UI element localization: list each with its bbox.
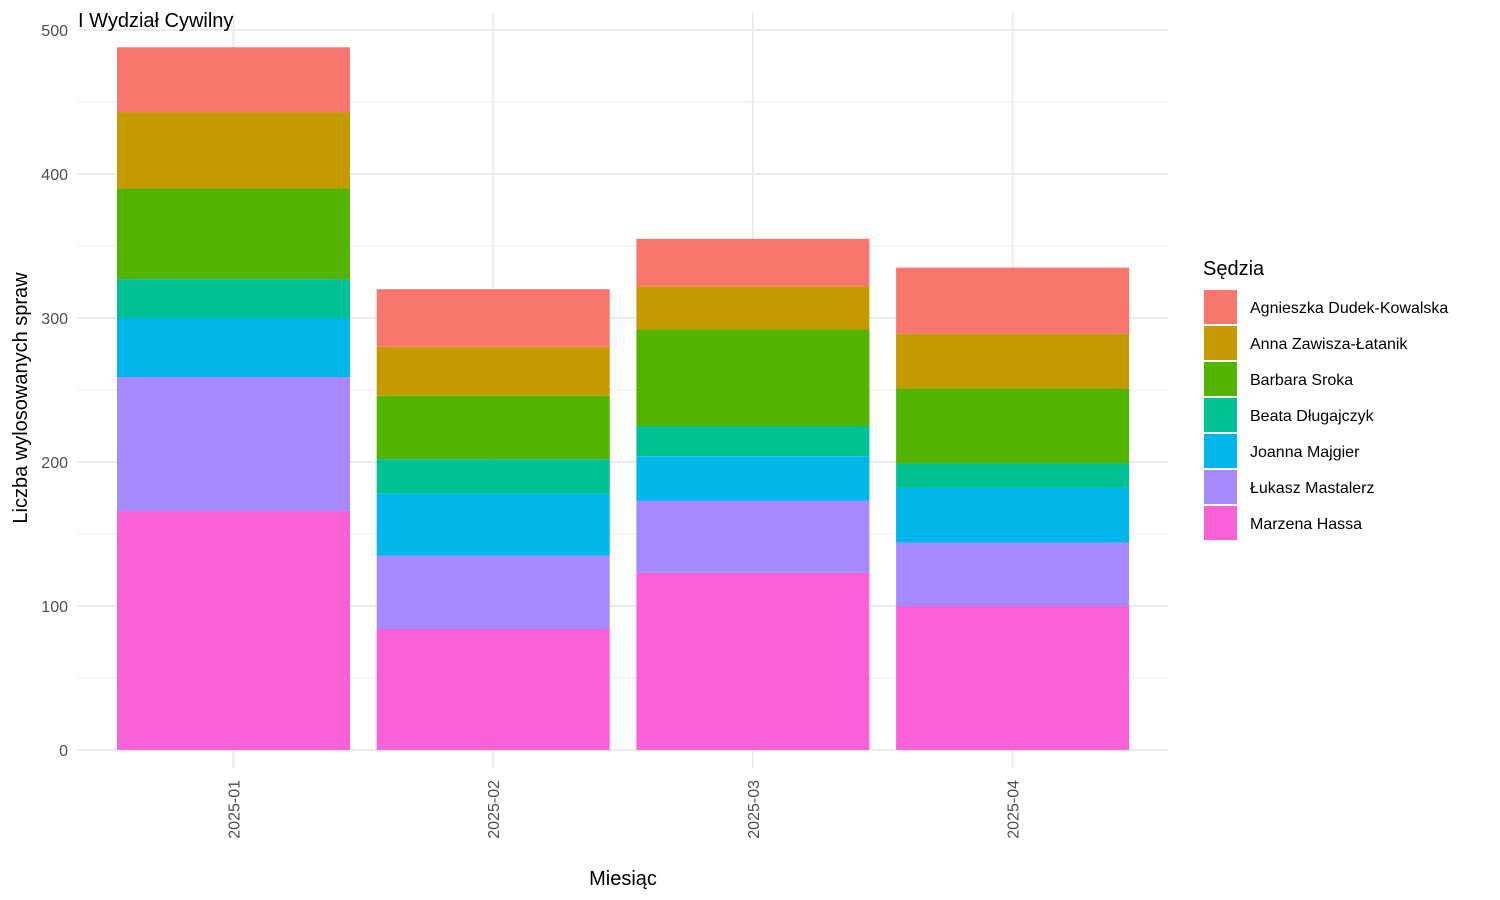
bar-segment — [896, 487, 1130, 543]
bar-segment — [376, 289, 610, 347]
bar-segment — [376, 459, 610, 494]
y-tick-label: 300 — [41, 311, 68, 328]
legend-key — [1204, 434, 1237, 468]
legend-label: Łukasz Mastalerz — [1250, 480, 1375, 497]
bar-segment — [117, 188, 350, 280]
bar-segment — [896, 267, 1130, 334]
bar-segment — [376, 555, 610, 630]
bars — [117, 47, 1130, 750]
bar-segment — [896, 542, 1130, 606]
bar-segment — [117, 510, 350, 750]
legend-title: Sędzia — [1203, 258, 1265, 280]
legend-key — [1204, 290, 1237, 324]
bar-segment — [117, 112, 350, 189]
bar-segment — [636, 426, 870, 457]
bar-segment — [117, 279, 350, 318]
bar-segment — [376, 346, 610, 396]
bar-segment — [376, 395, 610, 460]
bar-segment — [636, 572, 870, 750]
legend-label: Barbara Sroka — [1250, 372, 1353, 389]
bar-segment — [896, 463, 1130, 488]
bar-segment — [636, 329, 870, 426]
bar-segment — [636, 238, 870, 287]
chart-title: I Wydział Cywilny — [78, 10, 233, 32]
bar-segment — [636, 500, 870, 573]
x-tick-label: 2025-04 — [1006, 780, 1023, 839]
x-tick-label: 2025-01 — [227, 780, 244, 839]
y-axis-ticks: 0 100 200 300 400 500 — [41, 23, 68, 760]
legend-key — [1204, 470, 1237, 504]
legend-key — [1204, 398, 1237, 432]
legend-label: Marzena Hassa — [1250, 516, 1362, 533]
bar-segment — [636, 286, 870, 330]
y-tick-label: 500 — [41, 23, 68, 40]
legend-key — [1204, 506, 1237, 540]
x-tick-label: 2025-03 — [746, 780, 763, 839]
x-axis-ticks: 2025-01 2025-02 2025-03 2025-04 — [227, 780, 1023, 839]
bar-segment — [376, 493, 610, 556]
legend-label: Agnieszka Dudek-Kowalska — [1250, 300, 1448, 317]
bar-segment — [896, 333, 1130, 389]
y-tick-label: 100 — [41, 599, 68, 616]
legend-label: Anna Zawisza-Łatanik — [1250, 336, 1408, 353]
bar-segment — [117, 377, 350, 511]
x-tick-label: 2025-02 — [486, 780, 503, 839]
y-tick-label: 200 — [41, 455, 68, 472]
legend-label: Joanna Majgier — [1250, 444, 1360, 461]
bar-segment — [117, 318, 350, 378]
legend-key — [1204, 362, 1237, 396]
y-tick-label: 0 — [59, 743, 68, 760]
bar-segment — [896, 606, 1130, 750]
y-tick-label: 400 — [41, 167, 68, 184]
legend: Sędzia Agnieszka Dudek-Kowalska Anna Zawi… — [1203, 258, 1448, 540]
bar-segment — [636, 456, 870, 501]
bar-segment — [376, 629, 610, 750]
legend-key — [1204, 326, 1237, 360]
bar-segment — [896, 388, 1130, 464]
x-axis-title: Miesiąc — [589, 868, 657, 890]
legend-label: Beata Długajczyk — [1250, 408, 1375, 425]
y-axis-title: Liczba wylosowanych spraw — [10, 272, 32, 524]
bar-segment — [117, 47, 350, 113]
